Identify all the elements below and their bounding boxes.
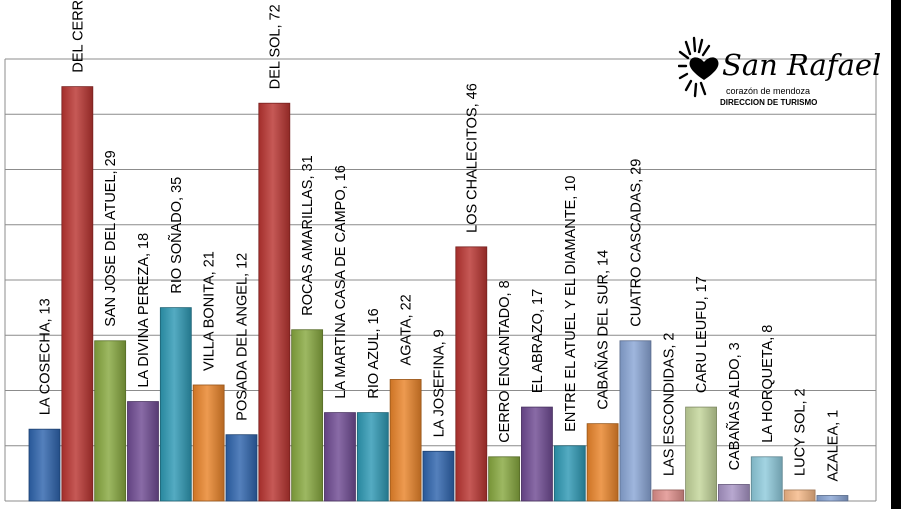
bar-14 xyxy=(455,246,488,502)
data-label-23: LA HORQUETA, 8 xyxy=(760,325,776,443)
logo-tagline: corazón de mendoza xyxy=(726,86,811,96)
bar-8 xyxy=(258,102,291,502)
bar-6 xyxy=(192,384,225,502)
bar-13 xyxy=(422,450,455,502)
logo-brand: San Rafael xyxy=(722,48,882,82)
san-rafael-logo: San Rafael corazón de mendoza DIRECCION … xyxy=(678,36,881,112)
plot-frame xyxy=(4,0,901,509)
heart-sun-icon xyxy=(678,36,719,98)
bar-21 xyxy=(685,406,717,502)
data-labels: LA COSECHA, 13 DEL CERRO, 75 SAN JOSE DEL … xyxy=(38,0,842,481)
bar-5 xyxy=(159,307,192,502)
bars xyxy=(28,86,849,502)
bar-10 xyxy=(324,412,356,502)
data-label-2: DEL CERRO, 75 xyxy=(70,0,86,73)
bar-1 xyxy=(28,428,61,502)
data-label-24: LUCY SOL, 2 xyxy=(793,388,809,476)
data-label-16: EL ABRAZO, 17 xyxy=(530,289,546,393)
right-border-strip xyxy=(891,0,901,509)
data-label-25: AZALEA, 1 xyxy=(825,410,841,482)
bar-12 xyxy=(389,379,422,502)
bar-19 xyxy=(619,340,652,502)
data-label-17: ENTRE EL ATUEL Y EL DIAMANTE, 10 xyxy=(563,175,579,431)
bar-20 xyxy=(652,489,685,502)
bar-22 xyxy=(718,484,750,502)
bar-15 xyxy=(488,456,521,502)
data-label-19: CUATRO CASCADAS, 29 xyxy=(628,159,644,327)
data-label-6: VILLA BONITA, 21 xyxy=(202,251,218,371)
data-label-12: AGATA, 22 xyxy=(399,294,415,365)
data-label-10: LA MARTINA CASA DE CAMPO, 16 xyxy=(333,165,349,398)
data-label-18: CABAÑAS DEL SUR, 14 xyxy=(595,250,612,410)
logo-department: DIRECCION DE TURISMO xyxy=(720,98,818,107)
bar-2 xyxy=(61,86,94,502)
data-label-15: CERRO ENCANTADO, 8 xyxy=(497,280,513,442)
bar-9 xyxy=(291,329,324,502)
bar-24 xyxy=(783,489,816,502)
data-label-1: LA COSECHA, 13 xyxy=(38,298,54,415)
data-label-13: LA JOSEFINA, 9 xyxy=(431,329,447,437)
bar-7 xyxy=(225,434,258,502)
bar-3 xyxy=(94,340,127,502)
data-label-21: CARU LEUFU, 17 xyxy=(694,276,710,393)
data-label-3: SAN JOSE DEL ATUEL, 29 xyxy=(103,150,119,327)
data-label-7: POSADA DEL ANGEL, 12 xyxy=(234,253,250,421)
bar-16 xyxy=(521,406,553,502)
bar-23 xyxy=(750,456,783,502)
bar-25 xyxy=(816,495,849,502)
data-label-5: RIO SOÑADO, 35 xyxy=(168,177,185,294)
bar-17 xyxy=(553,445,586,502)
data-label-22: CABAÑAS ALDO, 3 xyxy=(726,342,743,470)
data-label-9: ROCAS AMARILLAS, 31 xyxy=(300,155,316,315)
data-label-4: LA DIVINA PEREZA, 18 xyxy=(136,233,152,388)
bar-11 xyxy=(356,412,389,502)
bar-18 xyxy=(586,423,619,502)
data-label-11: RIO AZUL, 16 xyxy=(366,308,382,398)
data-label-14: LOS CHALECITOS, 46 xyxy=(464,83,480,233)
bar-4 xyxy=(127,401,159,502)
data-label-8: DEL SOL, 72 xyxy=(267,4,283,89)
data-label-20: LAS ESCONDIDAS, 2 xyxy=(661,333,677,476)
